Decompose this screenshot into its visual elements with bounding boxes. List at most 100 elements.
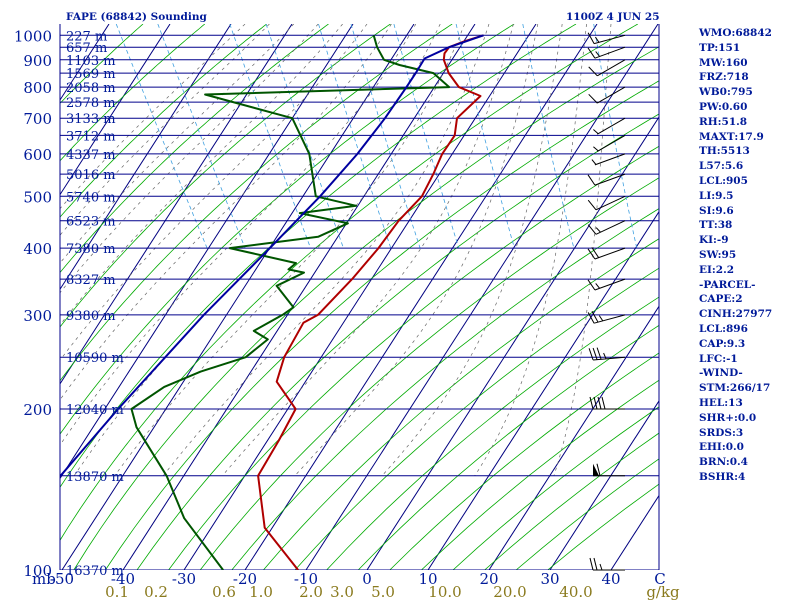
wind-barb-shaft	[594, 173, 626, 186]
isotherm-line	[60, 24, 232, 291]
mixing-ratio-line	[393, 24, 460, 249]
wind-barb-feather	[587, 47, 596, 59]
dry-adiabat-line	[60, 24, 515, 435]
height-level-label: 2058 m	[66, 81, 116, 96]
stat-line: RH:51.8	[699, 115, 748, 128]
parcel-trace	[60, 34, 484, 479]
mixing-ratio-label: 0.2	[144, 583, 168, 600]
stat-line: LFC:-1	[699, 352, 738, 365]
stat-line: SHR+:0.0	[699, 411, 757, 424]
dry-adiabat-line	[60, 24, 639, 542]
height-level-label: 1103 m	[66, 54, 116, 69]
wind-barb-shaft	[597, 59, 626, 77]
height-level-label: 4337 m	[66, 148, 116, 163]
isotherm-line	[122, 24, 476, 570]
stat-line: TH:5513	[699, 145, 750, 158]
temperature-tick-label: 20	[479, 570, 498, 588]
wind-barb-shaft	[593, 314, 626, 324]
isotherm-line	[427, 210, 659, 570]
pressure-tick-label: 700	[23, 110, 52, 128]
wind-barb-shaft	[595, 220, 626, 235]
sounding-traces	[60, 34, 484, 570]
dry-adiabat-line	[60, 24, 391, 328]
height-level-label: 12040 m	[66, 403, 124, 418]
temperature-tick-label: -30	[172, 570, 196, 588]
temperature-tick-label: 30	[540, 570, 559, 588]
wind-barb-feather	[601, 396, 606, 410]
stat-line: MW:160	[699, 56, 748, 69]
stat-line: FRZ:718	[699, 71, 749, 84]
pressure-tick-label: 200	[23, 401, 52, 419]
dry-adiabat-line	[199, 177, 659, 570]
height-level-label: 5016 m	[66, 168, 116, 183]
wind-barb-feather	[588, 93, 598, 104]
temperature-tick-label: -40	[111, 570, 135, 588]
wind-barb	[587, 195, 626, 211]
stat-line: BRN:0.4	[699, 456, 748, 469]
wind-barb	[593, 117, 626, 135]
background-lines	[0, 24, 659, 570]
temperature-tick-label: -10	[294, 570, 318, 588]
stat-line: SRDS:3	[699, 426, 744, 439]
wind-barb	[587, 173, 626, 186]
dry-adiabat-line	[60, 24, 144, 104]
stat-line: -PARCEL-	[699, 278, 756, 291]
stat-line: EHI:0.0	[699, 441, 744, 454]
stat-line: TT:38	[699, 219, 733, 232]
pressure-tick-label: 600	[23, 146, 52, 164]
stat-line: WB0:795	[699, 86, 753, 99]
stat-line: STM:266/17	[699, 382, 771, 395]
mixing-ratio-label: 10.0	[428, 583, 461, 600]
wind-barb-feather	[596, 463, 601, 476]
wind-barb-feather	[593, 396, 598, 410]
mixing-ratio-label: 40.0	[559, 583, 592, 600]
isotherm-line	[488, 305, 659, 570]
wind-barb-feather	[587, 32, 595, 44]
height-level-label: 227 m	[66, 29, 107, 44]
wind-barb-half-feather	[595, 283, 600, 289]
wind-barb	[587, 278, 626, 291]
dewpoint-trace	[130, 35, 451, 570]
wind-barb	[591, 153, 626, 166]
stat-line: CINH:27977	[699, 308, 773, 321]
mixing-ratio-line	[318, 24, 392, 249]
dry-adiabat-line	[231, 208, 659, 570]
stat-line: L57:5.6	[699, 160, 744, 173]
wind-barb-feather	[597, 396, 602, 410]
pressure-tick-label: 300	[23, 307, 52, 325]
chart-time: 1100Z 4 JUN 25	[566, 11, 660, 23]
wind-barb-shaft	[594, 247, 626, 260]
mixing-ratio-label: 0.1	[105, 583, 129, 600]
dry-adiabat-line	[357, 324, 659, 570]
wind-barb-feather	[588, 348, 594, 361]
height-level-label: 9380 m	[66, 309, 116, 324]
height-level-label: 6523 m	[66, 215, 116, 230]
mixing-ratio-label: 0.6	[212, 583, 236, 600]
isotherm-line	[0, 24, 48, 570]
height-level-label: 16370 m	[66, 564, 124, 579]
wind-barb-feather	[587, 279, 596, 291]
temperature-tick-label: 10	[418, 570, 437, 588]
wind-barb-half-feather	[591, 159, 597, 165]
dry-adiabat-line	[73, 46, 659, 570]
stat-line: CAPE:2	[699, 293, 743, 306]
wind-barb-feather	[587, 312, 595, 324]
stat-line: LCL:905	[699, 174, 748, 187]
stat-line: -WIND-	[699, 367, 743, 380]
mixing-ratio-line	[115, 24, 208, 249]
pressure-unit-label: mb	[32, 570, 56, 588]
wind-barb-shaft	[594, 278, 626, 291]
wind-barb-feather	[588, 66, 598, 77]
wind-barb	[593, 134, 626, 152]
temperature-tick-label: 40	[601, 570, 620, 588]
dry-adiabat-line	[136, 113, 659, 570]
wind-barb-feather	[591, 247, 600, 258]
isotherm-line	[60, 24, 354, 480]
wind-barb-half-feather	[599, 563, 603, 571]
wind-barb-feather	[589, 396, 594, 410]
wind-barb	[587, 46, 626, 59]
wind-barb-feather	[592, 347, 598, 360]
dry-adiabat-line	[294, 267, 659, 570]
